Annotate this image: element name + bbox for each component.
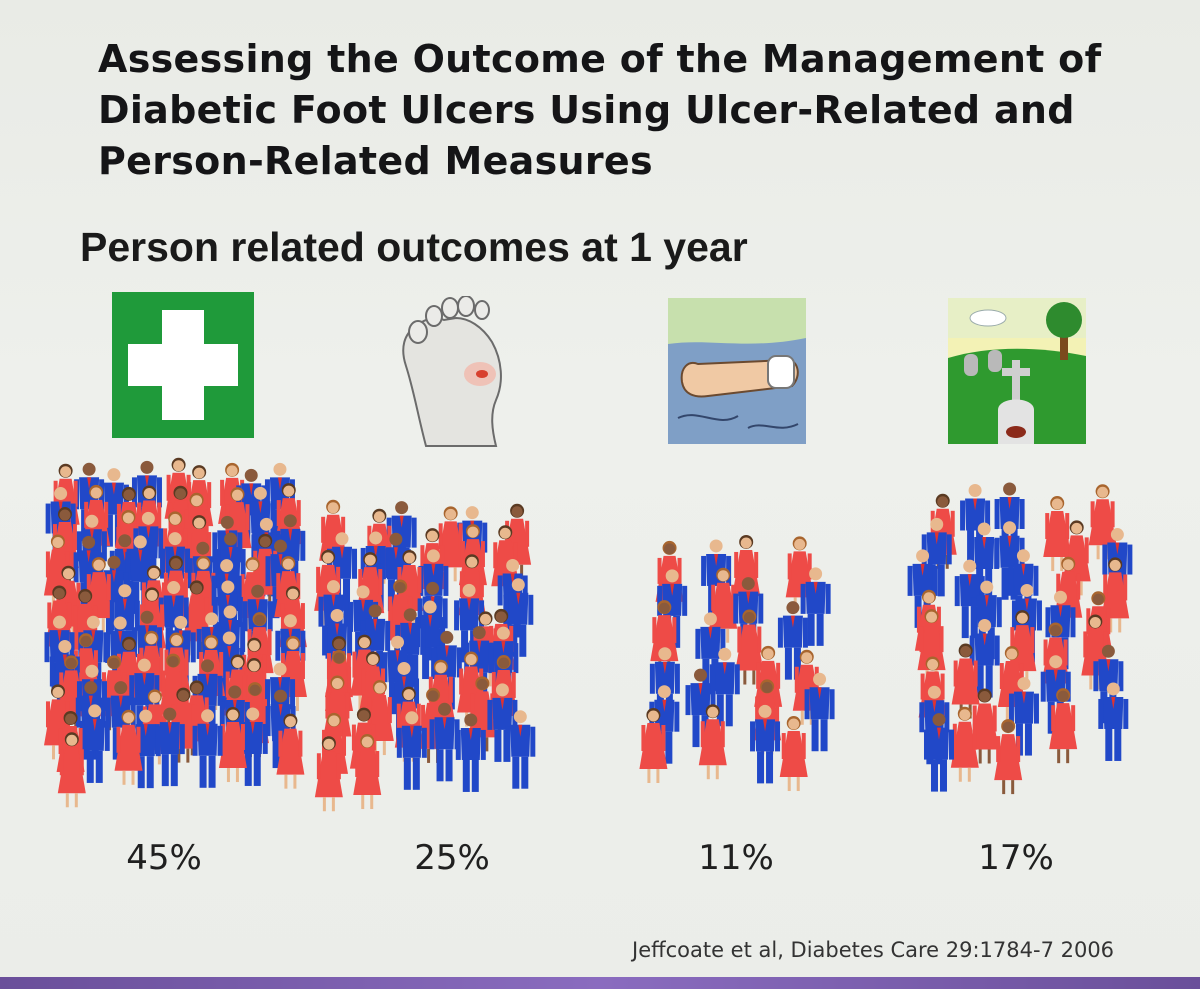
foot-ulcer-icon xyxy=(402,296,502,447)
amputated-leg-icon xyxy=(668,298,806,444)
slide-subtitle: Person related outcomes at 1 year xyxy=(80,224,748,270)
crowd-group-2 xyxy=(314,499,536,812)
slide-bottom-bar xyxy=(0,977,1200,989)
graveyard-icon xyxy=(948,298,1086,444)
slide-title: Assessing the Outcome of the Management … xyxy=(98,37,1102,183)
percent-label-4: 17% xyxy=(978,838,1054,878)
crowd-group-3 xyxy=(639,534,835,792)
crowd-group-1 xyxy=(43,457,307,808)
percent-label-1: 45% xyxy=(126,838,202,878)
crowd-group-4 xyxy=(907,482,1133,795)
citation: Jeffcoate et al, Diabetes Care 29:1784-7… xyxy=(632,938,1115,962)
first-aid-cross-icon xyxy=(112,292,254,438)
percent-label-3: 11% xyxy=(698,838,774,878)
percent-label-2: 25% xyxy=(414,838,490,878)
